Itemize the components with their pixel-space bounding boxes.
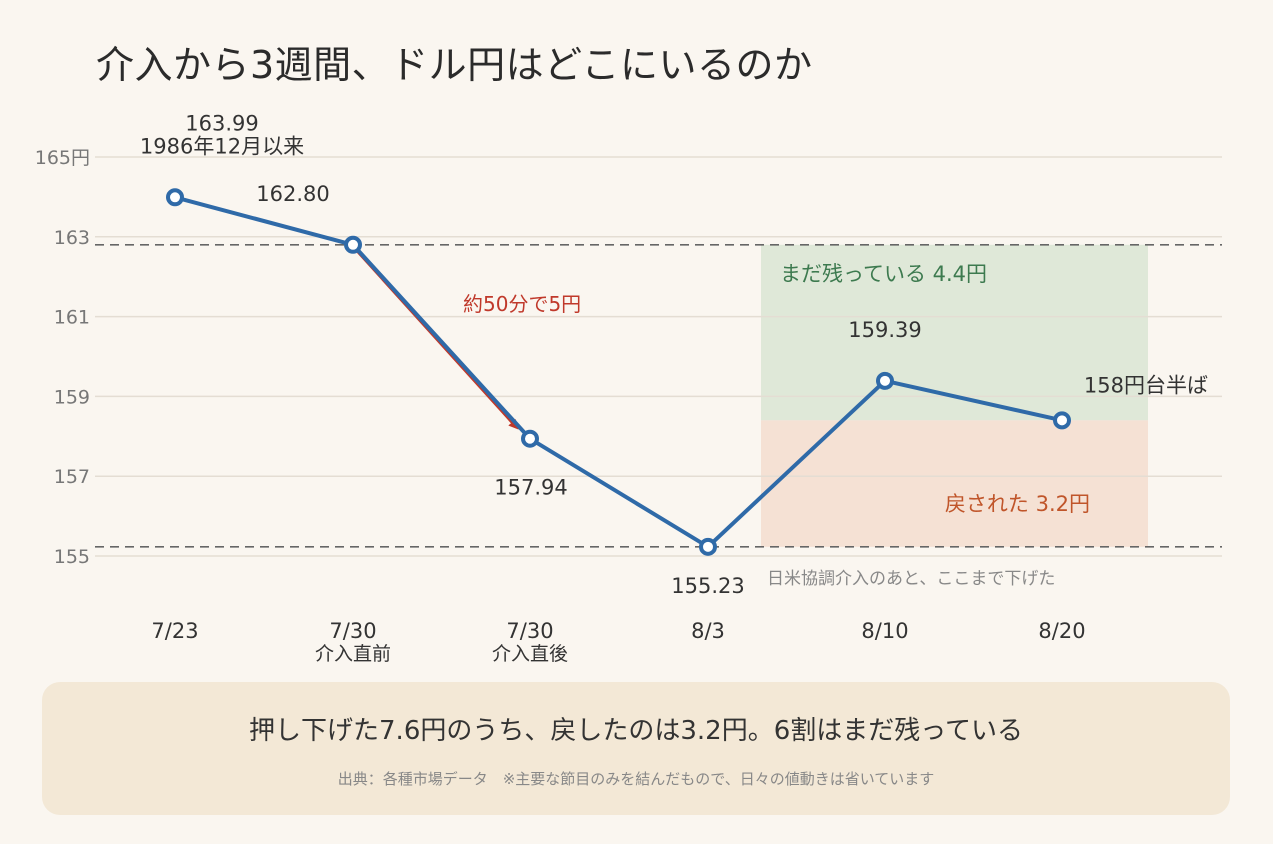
- y-tick-label: 161: [54, 307, 90, 329]
- x-tick-label: 7/23: [151, 619, 198, 643]
- data-point: [876, 371, 894, 390]
- data-point: [344, 235, 362, 254]
- data-point: [699, 537, 717, 556]
- band-0: [761, 244, 1148, 421]
- data-point: [166, 188, 184, 207]
- x-tick-label: 8/20: [1038, 619, 1085, 643]
- drop-annotation: 約50分で5円: [463, 292, 581, 316]
- data-label: 159.39: [848, 318, 921, 342]
- reference-note: 日米協調介入のあと、ここまで下げた: [767, 569, 1055, 589]
- data-label: 162.80: [256, 182, 329, 206]
- band-label-0: まだ残っている 4.4円: [780, 262, 987, 286]
- data-point: [1053, 411, 1071, 430]
- summary-main-text: 押し下げた7.6円のうち、戻したのは3.2円。6割はまだ残っている: [249, 716, 1023, 746]
- x-tick-label: 8/3: [691, 619, 725, 643]
- y-tick-label: 165円: [35, 147, 90, 169]
- data-note: 1986年12月以来: [140, 134, 304, 158]
- x-tick-sublabel: 介入直前: [315, 643, 391, 665]
- y-tick-label: 157: [54, 466, 90, 488]
- data-label: 158円台半ば: [1084, 373, 1208, 397]
- y-tick-label: 159: [54, 386, 90, 408]
- data-point: [521, 429, 539, 448]
- x-tick-label: 7/30: [329, 619, 376, 643]
- band-label-1: 戻された 3.2円: [945, 492, 1090, 516]
- data-label: 155.23: [671, 574, 744, 598]
- chart-title: 介入から3週間、ドル円はどこにいるのか: [96, 43, 813, 87]
- data-label: 157.94: [494, 476, 567, 500]
- y-tick-label: 163: [54, 227, 90, 249]
- data-label: 163.99: [185, 111, 258, 135]
- source-note: 出典：各種市場データ ※主要な節目のみを結んだもので、日々の値動きは省いています: [337, 770, 935, 788]
- x-tick-label: 7/30: [506, 619, 553, 643]
- summary-box: 押し下げた7.6円のうち、戻したのは3.2円。6割はまだ残っている 出典：各種市…: [42, 682, 1230, 815]
- y-tick-label: 155: [54, 546, 90, 568]
- x-tick-sublabel: 介入直後: [492, 643, 568, 665]
- series-line: [174, 195, 1063, 549]
- x-tick-label: 8/10: [861, 619, 908, 643]
- band-1: [761, 420, 1148, 547]
